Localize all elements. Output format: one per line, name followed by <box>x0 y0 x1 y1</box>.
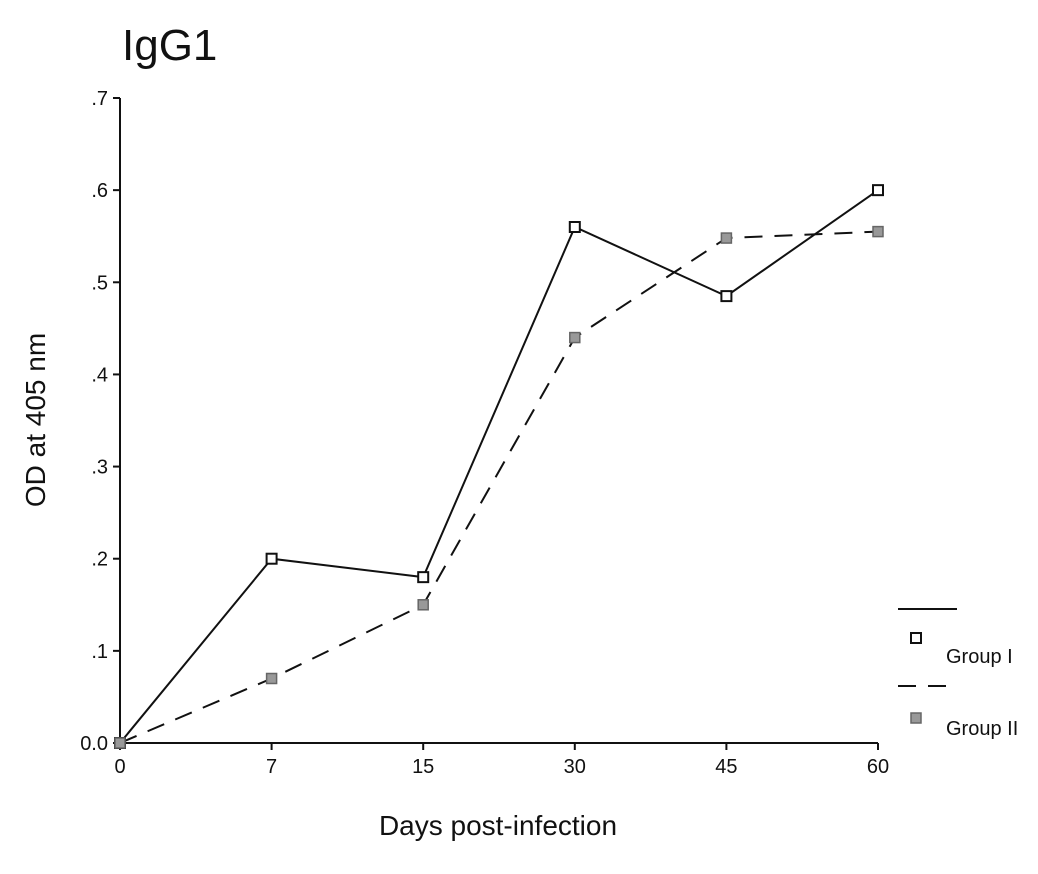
legend: Group I Group II <box>898 608 1018 740</box>
series-marker-group-i <box>265 552 278 565</box>
y-tick-label: .3 <box>91 457 108 479</box>
series-marker-group-ii <box>265 672 278 685</box>
y-tick-label: .6 <box>91 180 108 202</box>
x-tick-label: 30 <box>564 756 586 778</box>
x-tick-label: 60 <box>867 756 889 778</box>
series-lines <box>119 189 879 744</box>
y-tick-label: .5 <box>91 272 108 294</box>
x-tick-label: 7 <box>266 756 277 778</box>
y-axis-title: OD at 405 nm <box>20 333 51 507</box>
series-marker-group-i <box>568 221 581 233</box>
legend-marker-group-1 <box>910 632 922 644</box>
series-marker-group-ii <box>872 225 884 238</box>
y-tick-label: .2 <box>91 549 108 571</box>
series-marker-group-i <box>872 184 884 197</box>
series-marker-group-i <box>720 290 733 303</box>
plot-area: 0.0 .1 .2 .3 .4 .5 .6 .7 0 7 15 30 45 60 <box>80 88 889 778</box>
series-markers <box>114 184 884 749</box>
series-marker-group-ii <box>114 737 126 749</box>
series-line-group-ii <box>119 230 879 744</box>
x-axis-title: Days post-infection <box>379 810 617 841</box>
legend-label-group-1: Group I <box>946 646 1013 668</box>
legend-marker-group-2 <box>910 712 922 724</box>
y-ticks: 0.0 .1 .2 .3 .4 .5 .6 .7 <box>80 88 120 755</box>
series-marker-group-ii <box>720 232 733 244</box>
series-marker-group-ii <box>569 331 581 344</box>
x-tick-label: 45 <box>715 756 737 778</box>
series-marker-group-i <box>417 571 430 584</box>
y-tick-label: .7 <box>91 88 108 110</box>
x-ticks: 0 7 15 30 45 60 <box>114 743 889 778</box>
x-tick-label: 15 <box>412 756 434 778</box>
y-tick-label: 0.0 <box>80 733 108 755</box>
series-marker-group-ii <box>417 599 429 611</box>
legend-label-group-2: Group II <box>946 718 1018 740</box>
y-tick-label: .1 <box>91 641 108 663</box>
x-tick-label: 0 <box>114 756 125 778</box>
chart-title: IgG1 <box>122 21 217 70</box>
y-tick-label: .4 <box>91 364 108 386</box>
series-line-group-i <box>119 189 879 744</box>
